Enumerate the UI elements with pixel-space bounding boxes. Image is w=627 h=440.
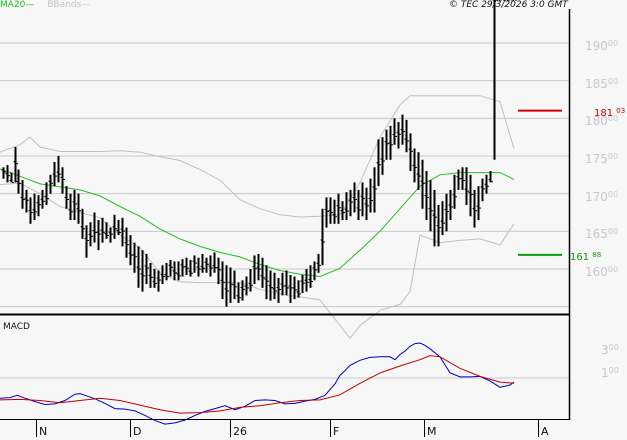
macd-lines <box>0 342 515 425</box>
price-axis-label: 17000 <box>585 189 619 204</box>
macd-line <box>0 342 515 425</box>
ma20-path <box>0 168 515 278</box>
bollinger-lower-band <box>0 182 515 340</box>
legend-bbands: BBands— <box>47 0 91 10</box>
price-axis-label: 19000 <box>585 39 619 53</box>
price-axis-label: 18500 <box>585 76 619 91</box>
chart-frame <box>0 9 571 437</box>
bollinger-upper-band <box>0 95 515 218</box>
macd-axis-label: 100 <box>601 366 619 380</box>
macd-panel-title: MACD <box>3 322 30 332</box>
copyright-timestamp: © TEC 29/3/2026 3:0 GMT <box>449 0 568 10</box>
resistance-level-label: 181 03 <box>594 106 626 119</box>
bb-upper-path <box>0 95 515 218</box>
time-axis-label: A <box>541 425 549 438</box>
price-axis-label: 18000 <box>585 114 619 129</box>
price-axis-label: 16000 <box>585 265 619 279</box>
price-axis-label: 16500 <box>585 227 619 242</box>
time-axis-label: D <box>133 425 142 438</box>
support-resistance-lines <box>518 109 562 256</box>
price-gridlines <box>0 42 569 308</box>
time-axis-label: N <box>39 425 48 438</box>
chart-legend: MA20— BBands— <box>0 0 90 11</box>
time-axis-label: 26 <box>233 425 247 438</box>
time-axis-label: F <box>333 425 340 438</box>
bb-lower-path <box>0 182 515 340</box>
price-axis-label: 17500 <box>585 152 619 166</box>
signal-line <box>0 355 515 414</box>
legend-ma20: MA20— <box>0 0 35 10</box>
macd-axis-label: 300 <box>601 343 619 357</box>
ohlc-bars <box>1 0 517 307</box>
support-level-label: 161 88 <box>570 250 602 263</box>
time-axis-label: M <box>427 425 437 438</box>
ma20-line <box>0 168 515 278</box>
